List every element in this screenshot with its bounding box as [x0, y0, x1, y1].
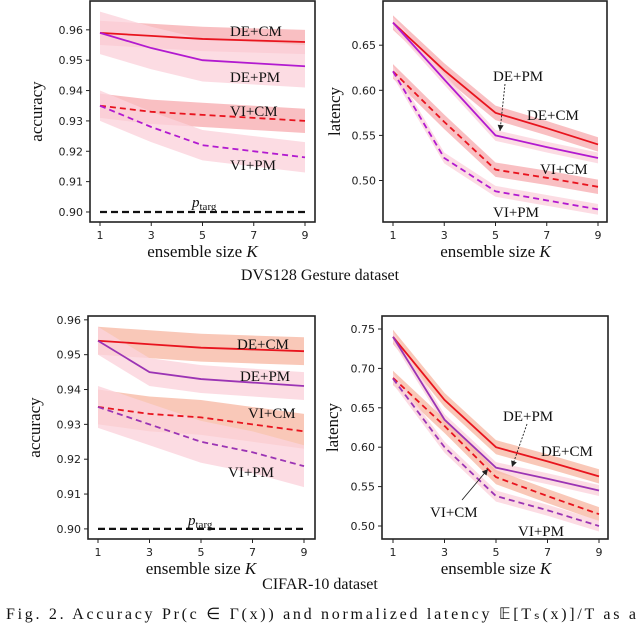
series-label-de-cm: DE+CM	[541, 444, 593, 460]
x-tick-label: 3	[146, 546, 153, 559]
x-tick-label: 7	[544, 546, 551, 559]
y-tick-label: 0.91	[57, 488, 82, 501]
chart-panel-1: ptarg DE+CM DE+PM VI+CM VI+PM 1 3 5 7 9 0.90 0.91 0.…	[27, 0, 316, 261]
series-label-de-pm: DE+PM	[230, 70, 280, 86]
y-tick-label: 0.95	[57, 349, 82, 362]
chart-panel-3: ptarg DE+CM DE+PM VI+CM VI+PM 1 3 5 7 9 0.90 0.91 0.…	[25, 314, 316, 578]
y-tick-label: 0.50	[351, 520, 376, 533]
annotation-arrow	[499, 83, 506, 132]
x-axis-label: ensemble size K	[441, 559, 553, 578]
caption-bottom-dataset: CIFAR-10 dataset	[262, 576, 378, 593]
y-tick-label: 0.65	[351, 402, 376, 415]
annotation-arrow	[511, 423, 528, 468]
y-tick-label: 0.92	[57, 453, 82, 466]
x-tick-label: 9	[302, 229, 309, 242]
x-tick-label: 3	[441, 546, 448, 559]
x-tick-label: 1	[390, 546, 397, 559]
y-tick-label: 0.65	[352, 39, 377, 52]
y-tick-label: 0.94	[59, 85, 84, 98]
y-tick-label: 0.75	[351, 323, 376, 336]
series-label-vi-pm: VI+PM	[493, 205, 539, 221]
x-tick-label: 3	[441, 229, 448, 242]
series-label-vi-cm: VI+CM	[248, 406, 296, 422]
x-axis-label: ensemble size K	[146, 559, 258, 578]
y-tick-label: 0.60	[351, 441, 376, 454]
y-tick-label: 0.93	[59, 115, 84, 128]
x-tick-label: 7	[543, 229, 550, 242]
confidence-band-de-pm	[100, 11, 305, 88]
x-axis-label: ensemble size K	[147, 242, 259, 261]
chart-panel-4: DE+CM DE+PM VI+CM VI+PM 1 3 5 7 9 0.50 0.55 0.60 0.6…	[323, 315, 609, 578]
caption-top-dataset: DVS128 Gesture dataset	[241, 267, 400, 284]
arrow-head	[481, 469, 488, 476]
confidence-band-vi-pm	[393, 373, 599, 532]
x-tick-label: 9	[596, 546, 603, 559]
y-tick-label: 0.94	[57, 384, 82, 397]
confidence-band-de-pm	[393, 331, 599, 497]
arrow-head	[497, 124, 504, 131]
x-tick-label: 5	[493, 546, 500, 559]
y-axis-label: accuracy	[25, 397, 44, 458]
confidence-band-vi-pm	[98, 386, 304, 488]
y-tick-label: 0.96	[57, 314, 82, 327]
x-tick-label: 9	[595, 229, 602, 242]
x-tick-label: 5	[198, 546, 205, 559]
y-tick-label: 0.50	[352, 175, 377, 188]
x-axis-label: ensemble size K	[440, 242, 552, 261]
series-label-vi-cm: VI+CM	[540, 162, 588, 178]
x-tick-label: 7	[250, 229, 257, 242]
y-tick-label: 0.95	[59, 54, 84, 67]
series-label-de-pm: DE+PM	[503, 409, 553, 425]
y-axis-label: latency	[323, 402, 342, 452]
x-tick-label: 5	[492, 229, 499, 242]
x-tick-label: 7	[249, 546, 256, 559]
series-label-de-cm: DE+CM	[237, 337, 289, 353]
plot-frame	[381, 315, 609, 540]
figure-caption: Fig. 2. Accuracy Pr(c ∈ Γ(x)) and normal…	[6, 606, 636, 623]
x-tick-label: 1	[97, 229, 104, 242]
y-tick-label: 0.92	[59, 145, 84, 158]
confidence-band-de-cm	[98, 326, 304, 366]
y-tick-label: 0.90	[59, 206, 84, 219]
series-label-de-cm: DE+CM	[230, 24, 282, 40]
series-label-vi-cm: VI+CM	[230, 104, 278, 120]
series-label-vi-pm: VI+PM	[518, 524, 564, 540]
series-label-vi-pm: VI+PM	[228, 465, 274, 481]
series-label-de-pm: DE+PM	[493, 69, 543, 85]
x-tick-label: 9	[301, 546, 308, 559]
chart-panel-2: DE+CM DE+PM VI+CM VI+PM 1 3 5 7 9 0.50 0.55 0.60 0.6…	[325, 0, 608, 261]
y-tick-label: 0.60	[352, 84, 377, 97]
y-tick-label: 0.55	[351, 481, 376, 494]
series-label-de-pm: DE+PM	[240, 369, 290, 385]
y-axis-label: accuracy	[27, 81, 46, 142]
series-label-vi-cm: VI+CM	[430, 505, 478, 521]
x-tick-label: 1	[390, 229, 397, 242]
series-label-vi-pm: VI+PM	[230, 158, 276, 174]
y-tick-label: 0.96	[59, 24, 84, 37]
arrow-head	[511, 460, 517, 467]
y-tick-label: 0.55	[352, 129, 377, 142]
y-tick-label: 0.90	[57, 523, 82, 536]
y-tick-label: 0.93	[57, 418, 82, 431]
confidence-band-de-cm	[393, 329, 599, 484]
x-tick-label: 1	[95, 546, 102, 559]
ptarg-label: ptarg	[191, 195, 217, 213]
y-axis-label: latency	[325, 86, 344, 136]
ptarg-label: ptarg	[187, 513, 213, 531]
x-tick-label: 5	[199, 229, 206, 242]
series-label-de-cm: DE+CM	[527, 108, 579, 124]
y-tick-label: 0.91	[59, 176, 84, 189]
confidence-band-vi-cm	[393, 64, 598, 195]
x-tick-label: 3	[148, 229, 155, 242]
y-tick-label: 0.70	[351, 362, 376, 375]
annotation-arrow	[461, 468, 489, 501]
